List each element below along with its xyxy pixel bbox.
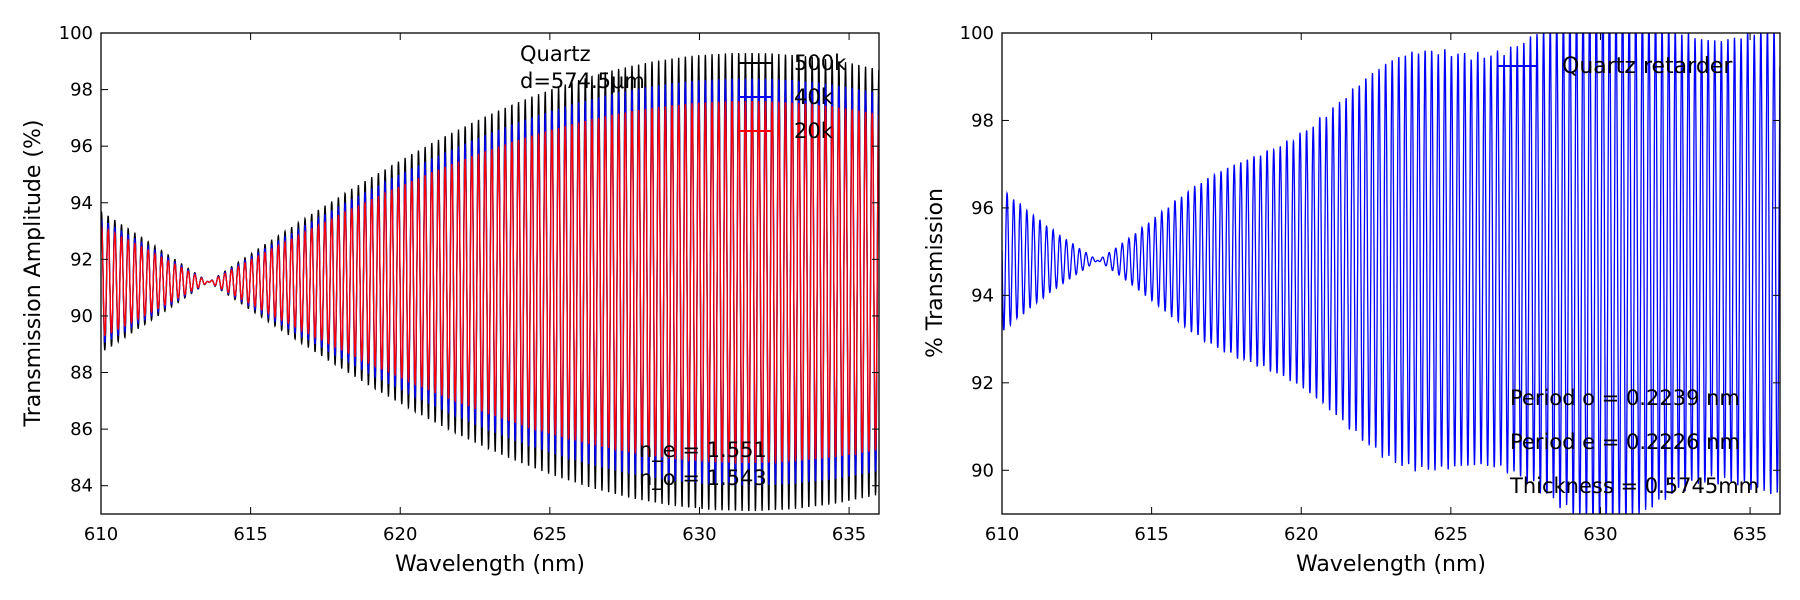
right-y-tick-label: 100 [960, 23, 994, 44]
left-y-tick-label: 90 [70, 306, 93, 327]
legend-label-500k: 500k [794, 51, 847, 75]
left-x-tick-label: 630 [682, 524, 716, 545]
right-y-tick-label: 94 [971, 285, 994, 306]
right-x-tick-label: 630 [1583, 524, 1617, 545]
right-y-axis-label: % Transmission [923, 188, 948, 358]
right-y-tick-label: 92 [971, 373, 994, 394]
annotation-no: n_o = 1.543 [639, 466, 767, 491]
left-x-tick-label: 610 [84, 524, 118, 545]
right-chart: 610 615 620 625 630 635 90 92 94 96 98 100 Waveleng… [923, 23, 1781, 577]
annotation-period-o: Period o = 0.2239 nm [1510, 386, 1740, 410]
right-x-tick-label: 615 [1134, 524, 1168, 545]
left-legend: 500k 40k 20k [738, 51, 847, 143]
left-y-tick-label: 96 [70, 136, 93, 157]
right-y-tick-label: 90 [971, 460, 994, 481]
right-series-quartz-retarder [1002, 33, 1780, 514]
right-plot-lines [1002, 33, 1780, 514]
right-y-tick-label: 96 [971, 198, 994, 219]
right-y-tick-label: 98 [971, 110, 994, 131]
right-x-tick-label: 635 [1733, 524, 1767, 545]
left-plot-lines [101, 52, 879, 512]
left-y-tick-label: 86 [70, 419, 93, 440]
left-y-tick-label: 98 [70, 80, 93, 101]
left-x-tick-label: 625 [533, 524, 567, 545]
left-x-tick-label: 635 [832, 524, 866, 545]
annotation-ne: n_e = 1.551 [639, 438, 767, 463]
left-x-tick-label: 615 [233, 524, 267, 545]
right-x-axis-label: Wavelength (nm) [1296, 552, 1486, 577]
left-y-tick-label: 92 [70, 249, 93, 270]
right-x-tick-label: 620 [1284, 524, 1318, 545]
right-plot-frame [1001, 32, 1781, 515]
left-series-20k [101, 100, 879, 466]
legend-label-quartz-retarder: Quartz retarder [1562, 54, 1733, 79]
left-y-axis-label: Transmission Amplitude (%) [21, 120, 46, 428]
left-y-tick-label: 84 [70, 476, 93, 497]
right-legend: Quartz retarder [1498, 54, 1733, 79]
legend-label-40k: 40k [794, 85, 834, 109]
left-y-tick-label: 100 [59, 23, 93, 44]
left-x-axis-label: Wavelength (nm) [395, 552, 585, 577]
legend-label-20k: 20k [794, 119, 834, 143]
annotation-thickness: Thickness = 0.5745mm [1509, 474, 1759, 498]
left-axis-ticks: 610 615 620 625 630 635 84 86 88 90 92 94 96 98 100 [59, 23, 879, 545]
left-chart: 610 615 620 625 630 635 84 86 88 90 92 94 96 98 100 Wa… [21, 23, 880, 577]
left-plot-frame [100, 32, 880, 515]
annotation-period-e: Period e = 0.2226 nm [1510, 430, 1740, 454]
left-y-tick-label: 88 [70, 363, 93, 384]
right-axis-ticks: 610 615 620 625 630 635 90 92 94 96 98 100 [960, 23, 1780, 545]
right-x-tick-label: 625 [1434, 524, 1468, 545]
right-x-tick-label: 610 [985, 524, 1019, 545]
annotation-thickness: d=574.5μm [520, 69, 645, 93]
left-y-tick-label: 94 [70, 193, 93, 214]
left-x-tick-label: 620 [383, 524, 417, 545]
annotation-material: Quartz [520, 42, 591, 66]
